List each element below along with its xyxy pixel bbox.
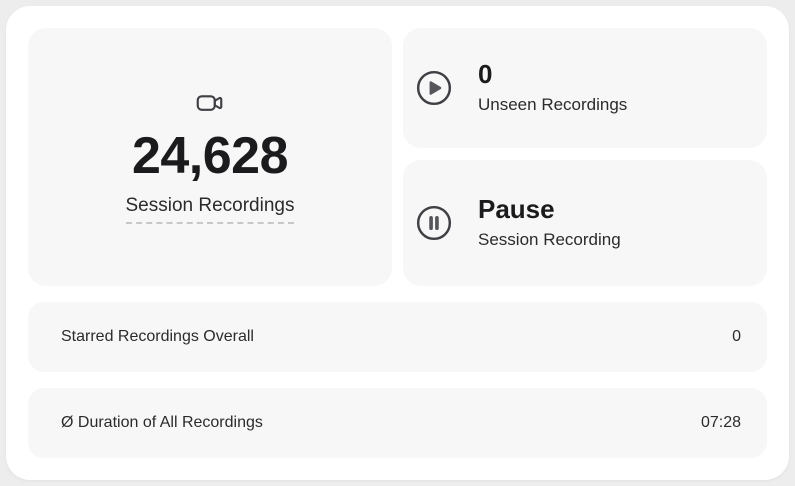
session-recordings-card[interactable]: 24,628 Session Recordings: [28, 28, 392, 286]
pause-subtitle: Session Recording: [478, 229, 621, 249]
starred-recordings-row: Starred Recordings Overall 0: [28, 302, 767, 372]
starred-recordings-value: 0: [732, 328, 741, 345]
session-recordings-count: 24,628: [131, 127, 289, 186]
pause-title: Pause: [478, 194, 555, 224]
play-circle-icon: [415, 69, 453, 107]
pause-session-recording-button[interactable]: Pause Session Recording: [403, 160, 767, 286]
unseen-recordings-text: 0 Unseen Recordings: [478, 59, 628, 116]
video-camera-icon: [195, 90, 225, 116]
session-recordings-label[interactable]: Session Recordings: [125, 195, 295, 224]
right-cards-column: 0 Unseen Recordings Pause Session Record…: [403, 28, 767, 286]
avg-duration-value: 07:28: [700, 414, 741, 431]
unseen-recordings-card[interactable]: 0 Unseen Recordings: [403, 28, 767, 148]
recordings-dashboard: 24,628 Session Recordings 0 Unseen Recor…: [6, 6, 789, 480]
avg-duration-label: Ø Duration of All Recordings: [61, 414, 263, 431]
unseen-recordings-count: 0: [478, 59, 493, 89]
avg-duration-row: Ø Duration of All Recordings 07:28: [28, 388, 767, 458]
pause-card-text: Pause Session Recording: [478, 194, 621, 251]
pause-circle-icon: [415, 204, 453, 242]
unseen-recordings-label: Unseen Recordings: [478, 94, 628, 114]
top-cards-section: 24,628 Session Recordings 0 Unseen Recor…: [28, 28, 767, 286]
starred-recordings-label: Starred Recordings Overall: [61, 328, 254, 345]
